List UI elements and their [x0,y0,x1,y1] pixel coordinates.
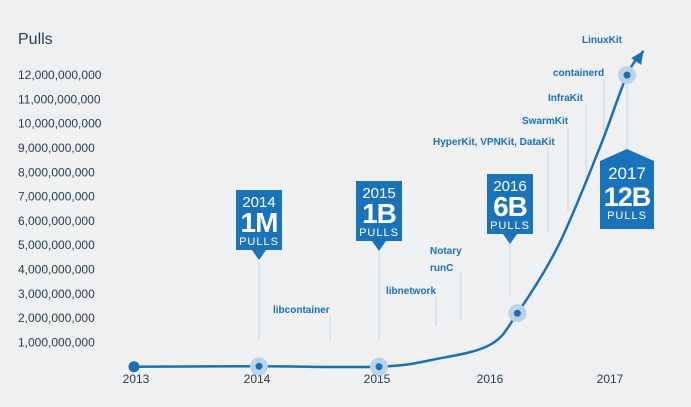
milestone-banner-2017: 2017 12B PULLS [600,149,654,229]
data-point [375,363,383,371]
banner-shape [487,174,533,244]
x-tick-label: 2017 [597,372,624,386]
banner-value: 6B [493,191,527,222]
y-tick-label: 2,000,000,000 [18,311,95,325]
annotation-label: libnetwork [386,286,436,297]
y-axis-title: Pulls [18,31,53,48]
annotation-label: InfraKit [548,93,584,104]
annotation-label: libcontainer [273,305,330,316]
x-tick-label: 2016 [477,372,504,386]
annotation-label: LinuxKit [582,35,623,46]
annotations: libcontainer libnetwork runC Notary Hype… [273,35,623,316]
y-tick-label: 10,000,000,000 [18,117,102,131]
banner-shape [356,181,402,251]
annotation-label: Notary [430,246,462,257]
milestone-banner-2016: 2016 6B PULLS [487,174,533,244]
y-tick-label: 7,000,000,000 [18,190,95,204]
banner-value: 1M [241,207,278,238]
annotation-label: containerd [553,68,604,79]
banner-shape [236,190,282,260]
banner-year: 2017 [608,164,646,183]
annotation-label: SwarmKit [522,116,569,127]
banner-unit: PULLS [359,227,399,239]
banner-value: 12B [604,182,651,212]
x-tick-label: 2014 [244,372,271,386]
y-tick-label: 9,000,000,000 [18,141,95,155]
milestone-banner-2014: 2014 1M PULLS [236,190,282,260]
x-tick-label: 2015 [364,372,391,386]
data-point [513,309,521,317]
banner-unit: PULLS [490,220,530,232]
annotation-leader-lines [258,79,628,340]
milestone-banner-2015: 2015 1B PULLS [356,181,402,251]
y-tick-label: 6,000,000,000 [18,214,95,228]
y-tick-label: 1,000,000,000 [18,335,95,349]
series-layer [128,50,645,376]
data-point [255,362,263,370]
banner-shape [600,149,654,229]
data-point [128,361,140,373]
annotation-label: HyperKit, VPNKit, DataKit [433,137,555,148]
banner-year: 2016 [493,178,526,195]
y-tick-label: 11,000,000,000 [18,92,101,106]
y-tick-label: 5,000,000,000 [18,238,95,252]
y-tick-label: 8,000,000,000 [18,165,95,179]
y-tick-label: 4,000,000,000 [18,263,95,277]
annotation-label: runC [430,263,453,274]
series-arrow-head [631,50,644,65]
banner-year: 2015 [362,185,395,202]
milestone-banners: 2014 1M PULLS 2015 1B PULLS 2016 6B PULL… [236,149,654,260]
y-axis-ticks: 1,000,000,000 2,000,000,000 3,000,000,00… [18,68,102,349]
banner-value: 1B [362,198,396,229]
banner-unit: PULLS [239,236,279,248]
banner-unit: PULLS [607,210,647,222]
y-tick-label: 12,000,000,000 [18,68,102,82]
data-point [623,71,631,79]
x-axis-ticks: 2013 2014 2015 2016 2017 [123,372,624,386]
x-tick-label: 2013 [123,372,150,386]
banner-year: 2014 [242,194,275,211]
pulls-series-line [133,50,645,369]
y-tick-label: 3,000,000,000 [18,287,95,301]
